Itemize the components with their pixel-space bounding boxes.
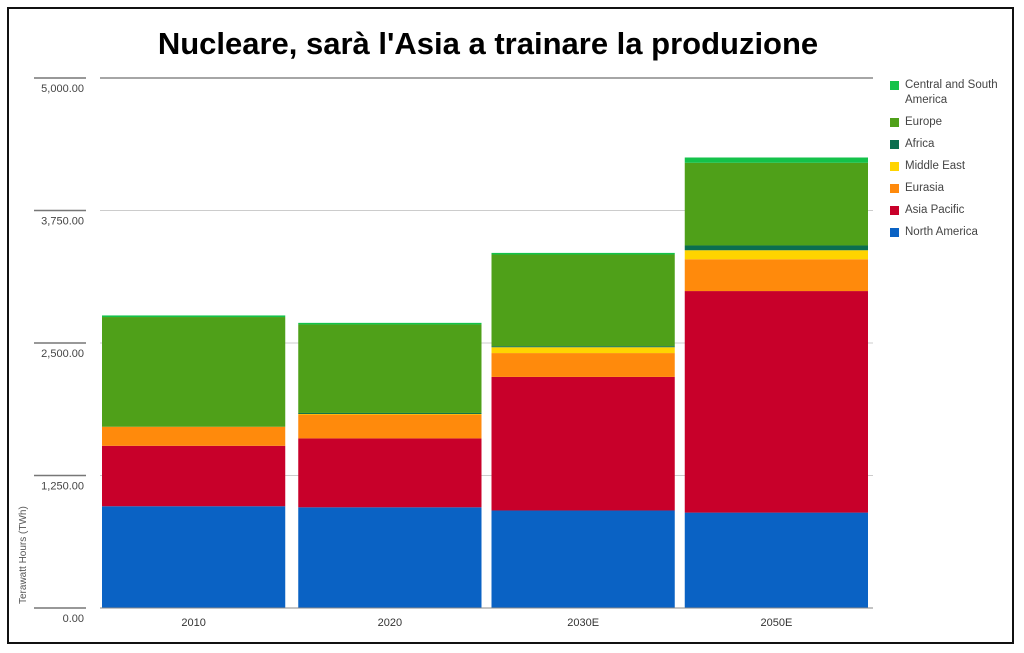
bar-segment-north-america	[491, 510, 675, 608]
y-tick-label: 0.00	[63, 613, 84, 625]
bar-segment-europe	[102, 317, 286, 427]
legend-item: Middle East	[890, 159, 1015, 174]
bar-segment-middle-east	[298, 413, 482, 415]
bar-segment-africa	[684, 245, 868, 251]
bar-segment-asia-pacific	[491, 376, 675, 511]
bar-segment-asia-pacific	[298, 438, 482, 508]
bar-segment-eurasia	[102, 426, 286, 446]
legend-item: Asia Pacific	[890, 203, 1015, 218]
x-tick-label: 2020	[378, 617, 402, 629]
bar-segment-europe	[684, 162, 868, 246]
image-frame	[7, 7, 1014, 644]
legend-item: Africa	[890, 137, 1015, 152]
y-tick-label: 1,250.00	[41, 481, 84, 493]
bar-segment-africa	[298, 412, 482, 414]
legend-swatch	[890, 184, 899, 193]
legend-swatch	[890, 118, 899, 127]
y-tick-label: 2,500.00	[41, 348, 84, 360]
legend-label: Africa	[905, 138, 935, 150]
legend: Central and South America Europe Africa Mid…	[890, 78, 1015, 247]
bar-segment-europe	[491, 254, 675, 347]
bar-segment-central-and-south-america	[102, 315, 286, 318]
bar-segment-central-and-south-america	[491, 252, 675, 255]
legend-item: Central and South America	[890, 78, 1015, 108]
y-axis-label: Terawatt Hours (TWh)	[18, 506, 29, 604]
legend-swatch	[890, 162, 899, 171]
bar-segment-eurasia	[298, 414, 482, 439]
legend-label: Eurasia	[905, 182, 944, 194]
legend-label: North America	[905, 226, 978, 238]
bar-segment-central-and-south-america	[684, 157, 868, 163]
legend-label: Middle East	[905, 160, 966, 172]
legend-swatch	[890, 81, 899, 90]
bar-segment-north-america	[298, 507, 482, 608]
bar-segment-middle-east	[491, 347, 675, 354]
x-tick-label: 2050E	[760, 617, 792, 629]
bar-segment-europe	[298, 324, 482, 413]
bar-segment-central-and-south-america	[298, 322, 482, 325]
bar-segment-asia-pacific	[102, 445, 286, 507]
legend-swatch	[890, 206, 899, 215]
bar-segment-north-america	[684, 512, 868, 608]
legend-swatch	[890, 140, 899, 149]
chart-title: Nucleare, sarà l'Asia a trainare la prod…	[157, 26, 819, 61]
legend-swatch	[890, 228, 899, 237]
legend-label: Europe	[905, 116, 943, 128]
y-tick-label: 3,750.00	[41, 216, 84, 228]
bar-segment-eurasia	[684, 259, 868, 292]
bar-segment-north-america	[102, 506, 286, 608]
y-tick-label: 5,000.00	[41, 83, 84, 95]
bar-segment-eurasia	[491, 353, 675, 377]
legend-item: North America	[890, 225, 1015, 240]
x-tick-label: 2010	[181, 617, 205, 629]
bar-segment-middle-east	[684, 250, 868, 260]
bar-segment-asia-pacific	[684, 291, 868, 513]
legend-label: Central and South America	[905, 79, 998, 106]
x-tick-label: 2030E	[567, 617, 599, 629]
legend-item: Europe	[890, 115, 1015, 130]
bar-segment-africa	[491, 346, 675, 348]
legend-label: Asia Pacific	[905, 204, 965, 216]
legend-item: Eurasia	[890, 181, 1015, 196]
